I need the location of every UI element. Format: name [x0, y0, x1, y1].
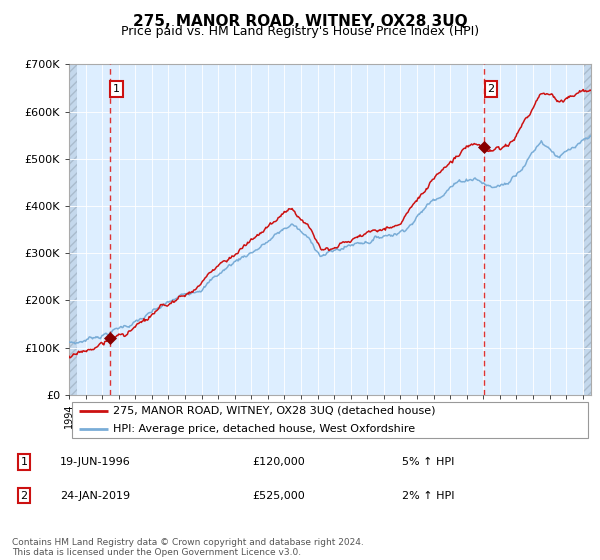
Bar [69, 64, 77, 395]
Text: £525,000: £525,000 [252, 491, 305, 501]
Text: HPI: Average price, detached house, West Oxfordshire: HPI: Average price, detached house, West… [113, 424, 415, 434]
FancyBboxPatch shape [71, 402, 589, 438]
Text: 2: 2 [488, 84, 494, 94]
Text: Price paid vs. HM Land Registry's House Price Index (HPI): Price paid vs. HM Land Registry's House … [121, 25, 479, 38]
Bar [583, 64, 591, 395]
Text: 19-JUN-1996: 19-JUN-1996 [60, 457, 131, 467]
Text: 24-JAN-2019: 24-JAN-2019 [60, 491, 130, 501]
Text: Contains HM Land Registry data © Crown copyright and database right 2024.
This d: Contains HM Land Registry data © Crown c… [12, 538, 364, 557]
Text: 1: 1 [113, 84, 120, 94]
Text: 275, MANOR ROAD, WITNEY, OX28 3UQ: 275, MANOR ROAD, WITNEY, OX28 3UQ [133, 14, 467, 29]
Text: 2: 2 [20, 491, 28, 501]
Text: £120,000: £120,000 [252, 457, 305, 467]
Text: 2% ↑ HPI: 2% ↑ HPI [402, 491, 455, 501]
Text: 275, MANOR ROAD, WITNEY, OX28 3UQ (detached house): 275, MANOR ROAD, WITNEY, OX28 3UQ (detac… [113, 406, 436, 416]
Text: 1: 1 [20, 457, 28, 467]
Text: 5% ↑ HPI: 5% ↑ HPI [402, 457, 454, 467]
